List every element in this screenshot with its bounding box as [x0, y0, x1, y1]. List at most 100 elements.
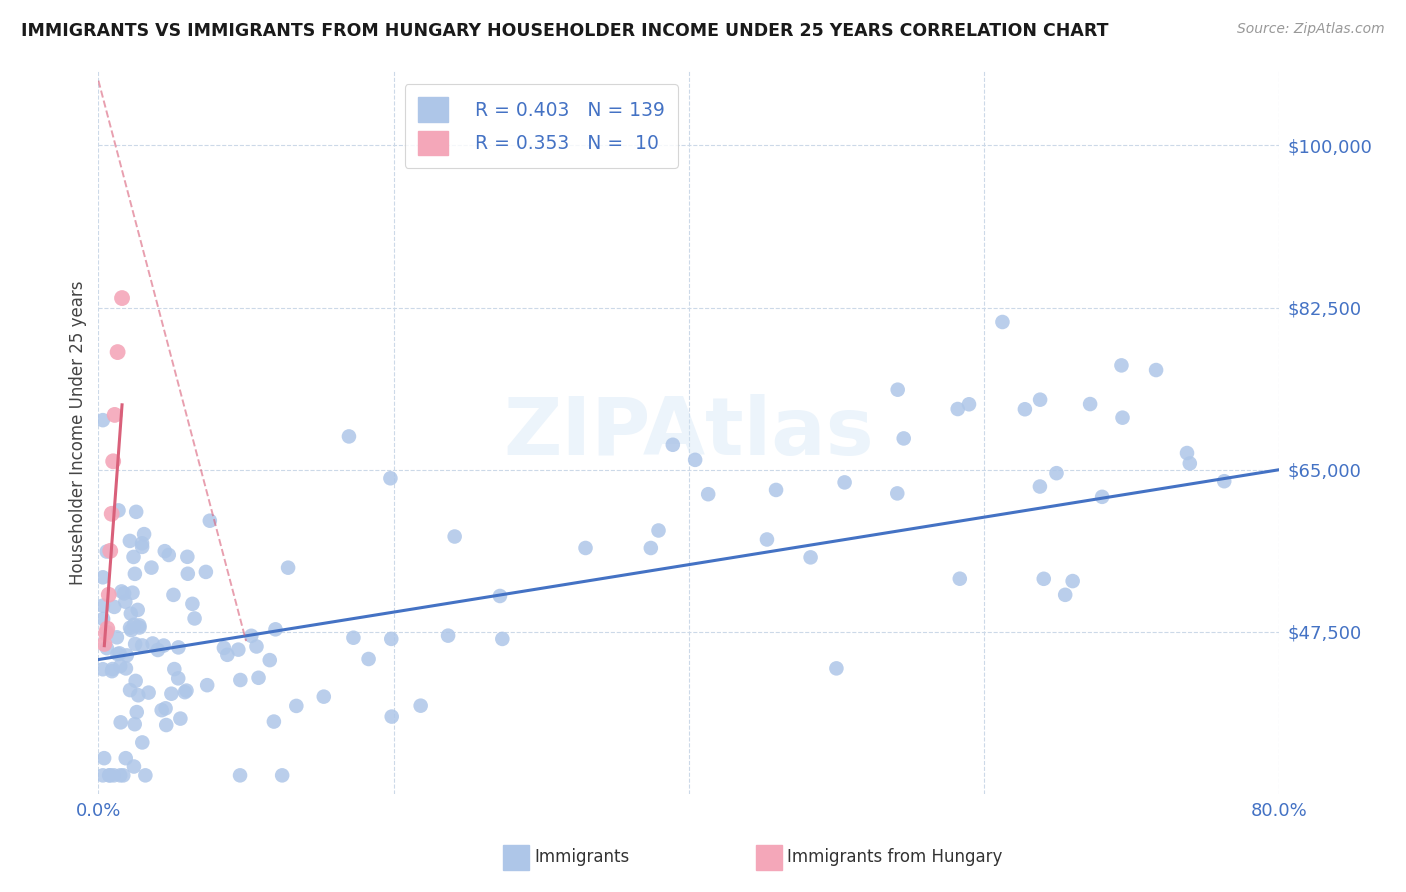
- Point: [1091, 490, 1114, 504]
- Point: [152, 639, 174, 653]
- Point: [112, 586, 135, 600]
- Point: [198, 514, 221, 528]
- Point: [1111, 410, 1133, 425]
- Point: [886, 486, 908, 500]
- Point: [124, 566, 146, 581]
- Point: [98, 768, 121, 782]
- Point: [120, 683, 142, 698]
- Point: [103, 599, 125, 614]
- Point: [160, 687, 183, 701]
- Point: [146, 643, 169, 657]
- Point: [155, 718, 177, 732]
- Point: [108, 646, 131, 660]
- Text: IMMIGRANTS VS IMMIGRANTS FROM HUNGARY HOUSEHOLDER INCOME UNDER 25 YEARS CORRELAT: IMMIGRANTS VS IMMIGRANTS FROM HUNGARY HO…: [21, 22, 1108, 40]
- Point: [949, 572, 972, 586]
- Point: [107, 647, 129, 661]
- Point: [1078, 397, 1101, 411]
- Point: [93, 637, 115, 651]
- Point: [132, 527, 155, 541]
- Point: [1045, 466, 1067, 480]
- Point: [183, 611, 205, 625]
- Point: [1178, 457, 1201, 471]
- Point: [1062, 574, 1084, 588]
- Point: [163, 662, 186, 676]
- Point: [409, 698, 432, 713]
- Point: [150, 703, 173, 717]
- Point: [212, 640, 235, 655]
- Point: [169, 712, 191, 726]
- Point: [312, 690, 335, 704]
- Point: [264, 623, 287, 637]
- Point: [167, 640, 190, 655]
- Point: [131, 735, 153, 749]
- Point: [263, 714, 285, 729]
- Point: [1175, 446, 1198, 460]
- Point: [131, 639, 153, 653]
- Point: [177, 566, 200, 581]
- Point: [128, 620, 150, 634]
- Point: [167, 671, 190, 685]
- Point: [104, 408, 127, 422]
- Point: [380, 471, 402, 485]
- Point: [112, 768, 135, 782]
- Point: [124, 717, 146, 731]
- Point: [155, 701, 177, 715]
- Point: [1029, 479, 1052, 493]
- Point: [128, 618, 150, 632]
- Text: Source: ZipAtlas.com: Source: ZipAtlas.com: [1237, 22, 1385, 37]
- Point: [277, 560, 299, 574]
- Point: [93, 751, 115, 765]
- Point: [134, 768, 156, 782]
- Point: [94, 626, 117, 640]
- Point: [91, 768, 114, 782]
- Point: [138, 685, 160, 699]
- Point: [1029, 392, 1052, 407]
- Point: [142, 636, 165, 650]
- Point: [259, 653, 281, 667]
- Point: [120, 607, 142, 621]
- Point: [247, 671, 270, 685]
- Point: [217, 648, 239, 662]
- Text: Immigrants: Immigrants: [534, 848, 630, 866]
- Point: [103, 454, 125, 468]
- Y-axis label: Householder Income Under 25 years: Householder Income Under 25 years: [69, 280, 87, 585]
- Point: [357, 652, 380, 666]
- Point: [157, 548, 180, 562]
- Point: [96, 641, 118, 656]
- Point: [91, 612, 114, 626]
- Point: [443, 529, 465, 543]
- Point: [110, 768, 132, 782]
- Point: [1213, 474, 1236, 488]
- Point: [122, 617, 145, 632]
- Point: [107, 503, 129, 517]
- Point: [98, 768, 121, 782]
- Point: [97, 588, 120, 602]
- Point: [195, 678, 218, 692]
- Point: [181, 597, 204, 611]
- Point: [114, 595, 136, 609]
- Point: [574, 541, 596, 555]
- Point: [342, 631, 364, 645]
- Point: [647, 524, 669, 538]
- Point: [755, 533, 778, 547]
- Point: [1014, 402, 1036, 417]
- Point: [437, 629, 460, 643]
- Point: [226, 642, 249, 657]
- Point: [98, 544, 121, 558]
- Point: [162, 588, 184, 602]
- Point: [337, 429, 360, 443]
- Point: [141, 560, 163, 574]
- Point: [110, 715, 132, 730]
- Point: [271, 768, 294, 782]
- Point: [381, 709, 404, 723]
- Point: [491, 632, 513, 646]
- Point: [825, 661, 848, 675]
- Point: [121, 585, 143, 599]
- Point: [115, 661, 138, 675]
- Text: ZIPAtlas: ZIPAtlas: [503, 393, 875, 472]
- Point: [125, 705, 148, 719]
- Point: [683, 453, 706, 467]
- Point: [91, 570, 114, 584]
- Point: [229, 768, 252, 782]
- Point: [100, 507, 122, 521]
